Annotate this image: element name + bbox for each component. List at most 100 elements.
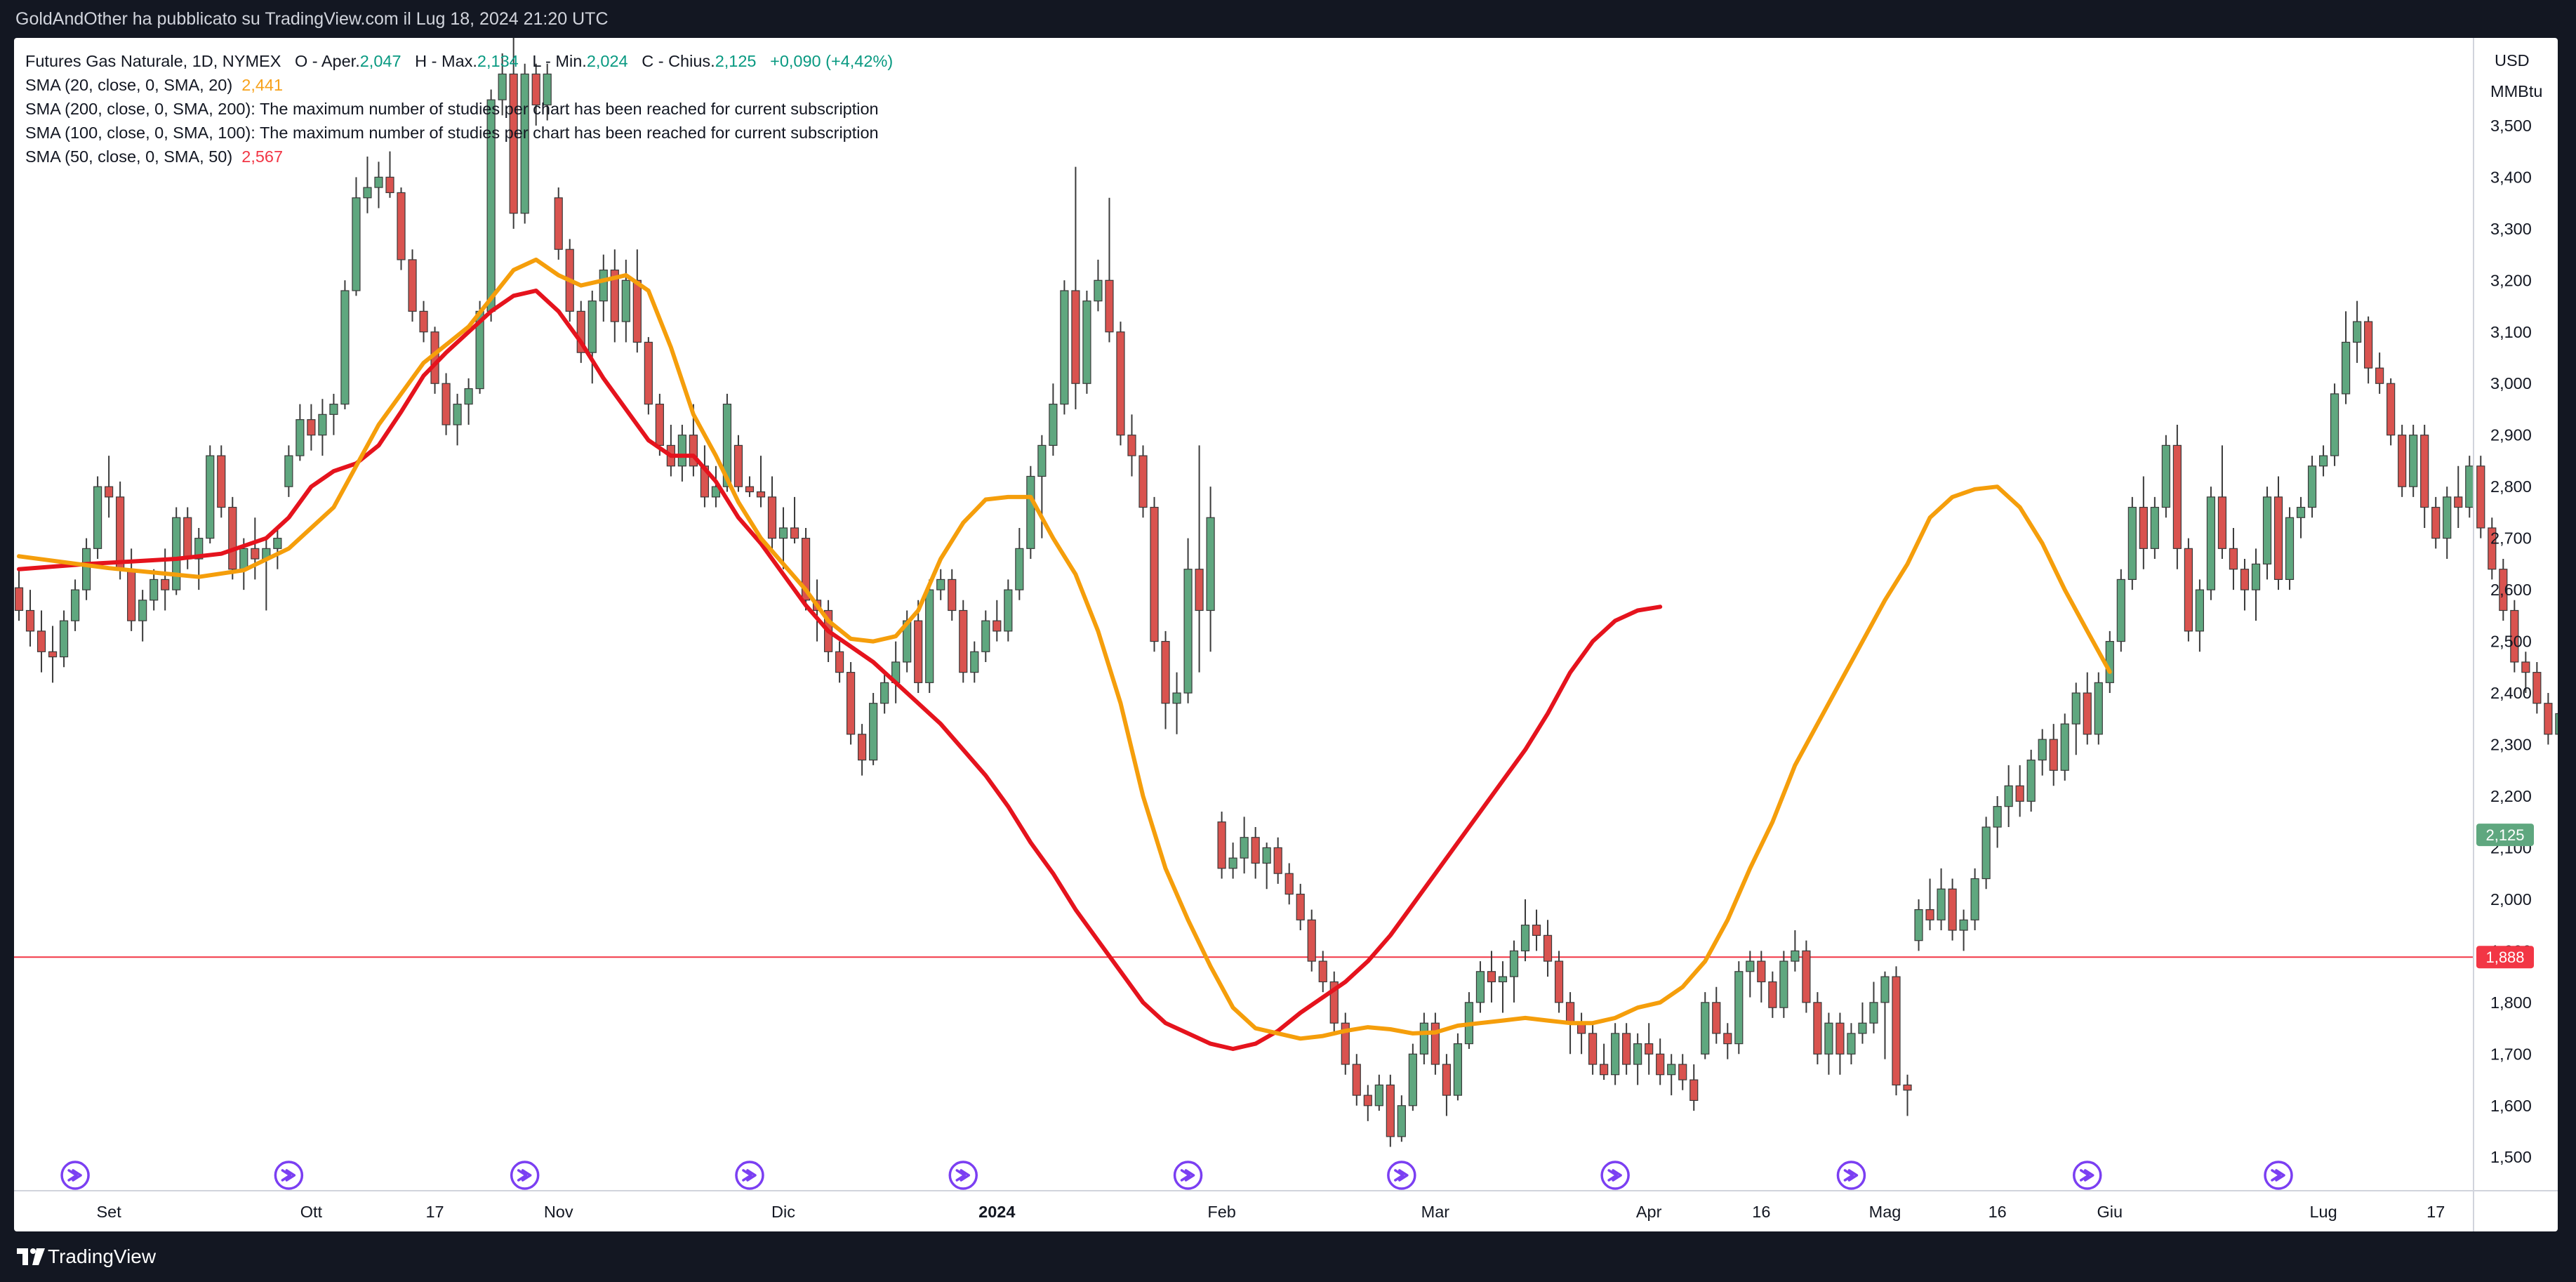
- event-marker-icon[interactable]: [1387, 1161, 1416, 1190]
- candle: [206, 445, 215, 543]
- chart-frame[interactable]: 1,5001,6001,7001,8001,9002,0002,1002,200…: [14, 38, 2558, 1231]
- event-marker-icon[interactable]: [274, 1161, 304, 1190]
- candle: [228, 496, 237, 580]
- candle-body: [2420, 435, 2429, 508]
- candle: [2094, 672, 2103, 745]
- event-marker-icon[interactable]: [510, 1161, 540, 1190]
- candle: [858, 724, 867, 776]
- event-marker-arrows: [1394, 1169, 1409, 1182]
- candle: [150, 569, 159, 611]
- candle: [48, 626, 58, 683]
- candle: [1386, 1074, 1395, 1147]
- candle-body: [1060, 290, 1069, 405]
- event-marker-icon[interactable]: [2264, 1161, 2293, 1190]
- candle: [2172, 425, 2182, 569]
- candle-body: [2330, 393, 2339, 456]
- candle: [340, 280, 350, 409]
- candle-body: [1880, 976, 1890, 1003]
- candle-body: [644, 341, 653, 405]
- candle: [1937, 868, 1946, 930]
- event-marker-icon[interactable]: [1836, 1161, 1866, 1190]
- candle: [2071, 682, 2080, 755]
- candle: [644, 337, 653, 415]
- candle: [1206, 487, 1215, 652]
- candle: [1172, 672, 1181, 734]
- candle-body: [869, 703, 878, 761]
- event-marker-icon[interactable]: [1173, 1161, 1203, 1190]
- candle: [925, 579, 934, 694]
- candle-body: [992, 620, 1002, 632]
- candle: [2116, 569, 2125, 652]
- y-tick-label: 2,400: [2490, 684, 2532, 702]
- candle: [1858, 1002, 1867, 1044]
- candle: [2038, 729, 2047, 776]
- candle-body: [1004, 589, 1013, 632]
- candle: [1622, 1023, 1631, 1075]
- legend-sma50-row[interactable]: SMA (50, close, 0, SMA, 50) 2,567: [25, 145, 893, 168]
- candle: [1004, 579, 1013, 642]
- candle-body: [1363, 1095, 1372, 1106]
- event-marker-icon[interactable]: [948, 1161, 978, 1190]
- candle: [2532, 661, 2542, 714]
- x-tick-label: Ott: [300, 1203, 323, 1221]
- candle: [1015, 527, 1024, 600]
- candle: [1701, 992, 1710, 1059]
- candle-body: [48, 651, 58, 658]
- publisher-text: GoldAndOther ha pubblicato su TradingVie…: [15, 9, 609, 29]
- candle: [1656, 1038, 1665, 1085]
- candle: [1464, 992, 1474, 1049]
- candle: [2195, 579, 2205, 652]
- candle: [733, 435, 743, 492]
- candle-body: [2499, 569, 2508, 612]
- y-tick-label: 1,500: [2490, 1148, 2532, 1166]
- candle-body: [778, 527, 788, 539]
- candle-body: [1847, 1033, 1856, 1055]
- candle-body: [1532, 925, 1541, 936]
- event-marker-icon[interactable]: [735, 1161, 764, 1190]
- candle-body: [498, 73, 507, 100]
- candle: [1554, 951, 1564, 1013]
- candle: [1161, 630, 1170, 729]
- candle: [1150, 496, 1159, 652]
- event-marker-arrows: [67, 1169, 82, 1182]
- y-tick-label: 2,000: [2490, 890, 2532, 908]
- candle-body: [1925, 909, 1934, 920]
- candle: [778, 507, 788, 569]
- event-marker-icon[interactable]: [1600, 1161, 1630, 1190]
- tradingview-logo-icon: [17, 1248, 45, 1265]
- y-tick-label: 2,300: [2490, 736, 2532, 754]
- legend-change: +0,090 (+4,42%): [770, 52, 894, 70]
- candle: [1588, 1023, 1598, 1075]
- candle-body: [1094, 279, 1103, 302]
- candle-body: [1217, 821, 1226, 869]
- price-chart[interactable]: 1,5001,6001,7001,8001,9002,0002,1002,200…: [14, 38, 2558, 1231]
- candle: [869, 693, 878, 765]
- legend-sma200-row[interactable]: SMA (200, close, 0, SMA, 200): The maxim…: [25, 97, 893, 121]
- candle-body: [1970, 878, 1979, 920]
- candle: [2240, 559, 2250, 611]
- legend-sma50-label: SMA (50, close, 0, SMA, 50): [25, 147, 233, 166]
- candle-body: [1565, 1002, 1575, 1024]
- event-marker-icon[interactable]: [60, 1161, 90, 1190]
- candle-body: [790, 527, 799, 539]
- candle-body: [1937, 888, 1946, 920]
- legend-sma100-row[interactable]: SMA (100, close, 0, SMA, 100): The maxim…: [25, 121, 893, 145]
- candle-body: [733, 444, 743, 487]
- candle: [2206, 487, 2216, 600]
- candle: [1071, 166, 1080, 409]
- candle: [2375, 352, 2384, 394]
- event-marker-icon[interactable]: [2073, 1161, 2102, 1190]
- event-marker-arrows: [742, 1169, 757, 1182]
- candle-body: [1903, 1084, 1912, 1091]
- candle-body: [520, 73, 529, 214]
- candle-body: [2116, 579, 2125, 642]
- candle-body: [397, 192, 406, 260]
- candle-body: [2262, 496, 2272, 564]
- last-price-label: 2,125: [2485, 826, 2524, 844]
- candle-body: [1723, 1033, 1732, 1045]
- candle-body: [936, 579, 945, 590]
- legend-sma20-row[interactable]: SMA (20, close, 0, SMA, 20) 2,441: [25, 73, 893, 97]
- candle-body: [1791, 950, 1800, 962]
- candle-body: [318, 414, 327, 436]
- candle: [2420, 425, 2429, 528]
